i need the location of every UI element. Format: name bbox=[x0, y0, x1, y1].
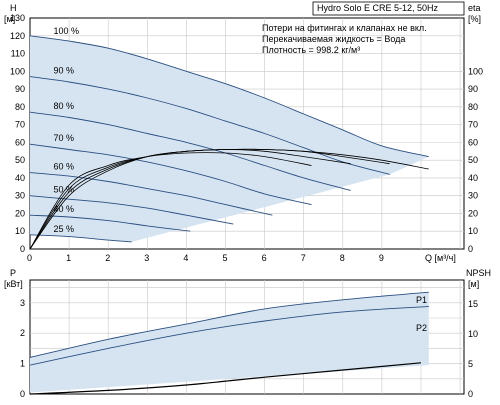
eta-tick-label: 20 bbox=[468, 208, 478, 218]
y-tick-label: 100 bbox=[10, 66, 25, 76]
x-tick-label: 6 bbox=[262, 253, 267, 263]
head-ticks: 0 1 2 3 4 5 6 7 8 9010203040506070809010011012013… bbox=[10, 13, 483, 263]
power-tick-label: 3 bbox=[20, 298, 25, 308]
npsh-tick-label: 5 bbox=[468, 359, 473, 369]
power-envelope bbox=[30, 292, 429, 393]
y-tick-label: 130 bbox=[10, 13, 25, 23]
npsh-tick-label: 15 bbox=[468, 299, 478, 309]
speed-curve-0 bbox=[29, 35, 429, 158]
power-curve-P2 bbox=[29, 305, 429, 366]
power-tick-label: 1 bbox=[20, 359, 25, 369]
npsh-tick-label: 10 bbox=[468, 329, 478, 339]
eta-yunit: [%] bbox=[468, 14, 481, 24]
eta-tick-label: 30 bbox=[468, 191, 478, 201]
info-line-3: Плотность = 998.2 кг/м³ bbox=[262, 45, 360, 55]
power-curve-P1 bbox=[29, 291, 429, 358]
speed-label: 80 % bbox=[53, 101, 74, 111]
y-tick-label: 0 bbox=[20, 244, 25, 254]
eta-ylabel: eta bbox=[468, 3, 481, 13]
x-tick-label: 8 bbox=[340, 253, 345, 263]
x-tick-label: 5 bbox=[222, 253, 227, 263]
eta-curves bbox=[29, 148, 429, 250]
y-tick-label: 90 bbox=[15, 84, 25, 94]
head-yunit: [м] bbox=[4, 14, 15, 24]
info-line-2: Перекачиваемая жидкость = Вода bbox=[262, 34, 405, 44]
y-tick-label: 30 bbox=[15, 191, 25, 201]
y-tick-label: 60 bbox=[15, 137, 25, 147]
y-tick-label: 120 bbox=[10, 31, 25, 41]
p2-label: P2 bbox=[416, 323, 427, 333]
x-tick-label: 2 bbox=[105, 253, 110, 263]
speed-curve-6 bbox=[29, 214, 191, 232]
speed-label: 70 % bbox=[53, 133, 74, 143]
eta-tick-label: 80 bbox=[468, 102, 478, 112]
npsh-tick-label: 0 bbox=[468, 389, 473, 399]
y-tick-label: 80 bbox=[15, 102, 25, 112]
power-range-fill bbox=[30, 292, 429, 393]
eta-tick-label: 60 bbox=[468, 137, 478, 147]
eta-tick-label: 0 bbox=[468, 244, 473, 254]
eta-tick-label: 100 bbox=[468, 66, 483, 76]
speed-label: 100 % bbox=[53, 26, 79, 36]
x-tick-label: 7 bbox=[301, 253, 306, 263]
npsh-line bbox=[29, 362, 422, 395]
x-tick-label: 3 bbox=[144, 253, 149, 263]
x-tick-label: 9 bbox=[379, 253, 384, 263]
speed-curve-2 bbox=[29, 111, 351, 191]
npsh-curve bbox=[29, 362, 422, 395]
speed-curve-1 bbox=[29, 76, 390, 175]
info-line-1: Потери на фитингах и клапанах не вкл. bbox=[262, 23, 427, 33]
speed-curve-3 bbox=[29, 143, 312, 206]
eta-curve-3 bbox=[29, 152, 312, 250]
speed-label: 60 % bbox=[53, 162, 74, 172]
flow-xlabel: Q [м³/ч] bbox=[425, 253, 456, 263]
speed-labels: 100 % 90 % 80 % 70 % 60 % 50 % 40 % 25 % bbox=[53, 26, 79, 234]
speed-label: 40 % bbox=[53, 204, 74, 214]
speed-label: 90 % bbox=[53, 66, 74, 76]
power-yunit: [кВт] bbox=[4, 279, 23, 289]
head-ylabel: H bbox=[10, 3, 17, 13]
y-tick-label: 10 bbox=[15, 226, 25, 236]
x-tick-label: 1 bbox=[66, 253, 71, 263]
y-tick-label: 110 bbox=[11, 49, 25, 59]
head-envelope bbox=[30, 35, 429, 242]
title-box bbox=[312, 1, 465, 16]
eta-tick-label: 70 bbox=[468, 120, 478, 130]
chart-title: Hydro Solo E CRE 5-12, 50Hz bbox=[317, 3, 439, 13]
speed-label: 50 % bbox=[53, 185, 74, 195]
eta-tick-label: 10 bbox=[468, 226, 478, 236]
y-tick-label: 20 bbox=[15, 208, 25, 218]
eta-tick-label: 90 bbox=[468, 84, 478, 94]
p1-label: P1 bbox=[416, 295, 427, 305]
power-ticks: 0 1 2 3 0 5 10 15 bbox=[20, 298, 478, 399]
y-tick-label: 40 bbox=[15, 173, 25, 183]
speed-curve-7 bbox=[29, 234, 132, 243]
npsh-yunit: [м] bbox=[468, 279, 479, 289]
power-ylabel: P bbox=[10, 268, 16, 278]
power-tick-label: 0 bbox=[20, 389, 25, 399]
x-tick-label: 4 bbox=[183, 253, 188, 263]
speed-label: 25 % bbox=[53, 224, 74, 234]
power-tick-label: 2 bbox=[20, 328, 25, 338]
npsh-ylabel: NPSH bbox=[466, 268, 491, 278]
y-tick-label: 70 bbox=[15, 120, 25, 130]
eta-tick-label: 40 bbox=[468, 173, 478, 183]
eta-curve-2 bbox=[29, 149, 351, 250]
operating-range-fill bbox=[30, 35, 429, 242]
eta-tick-label: 50 bbox=[468, 155, 478, 165]
y-tick-label: 50 bbox=[15, 155, 25, 165]
x-tick-label: 0 bbox=[27, 253, 32, 263]
power-curves bbox=[29, 291, 429, 366]
speed-curve-4 bbox=[29, 172, 273, 216]
